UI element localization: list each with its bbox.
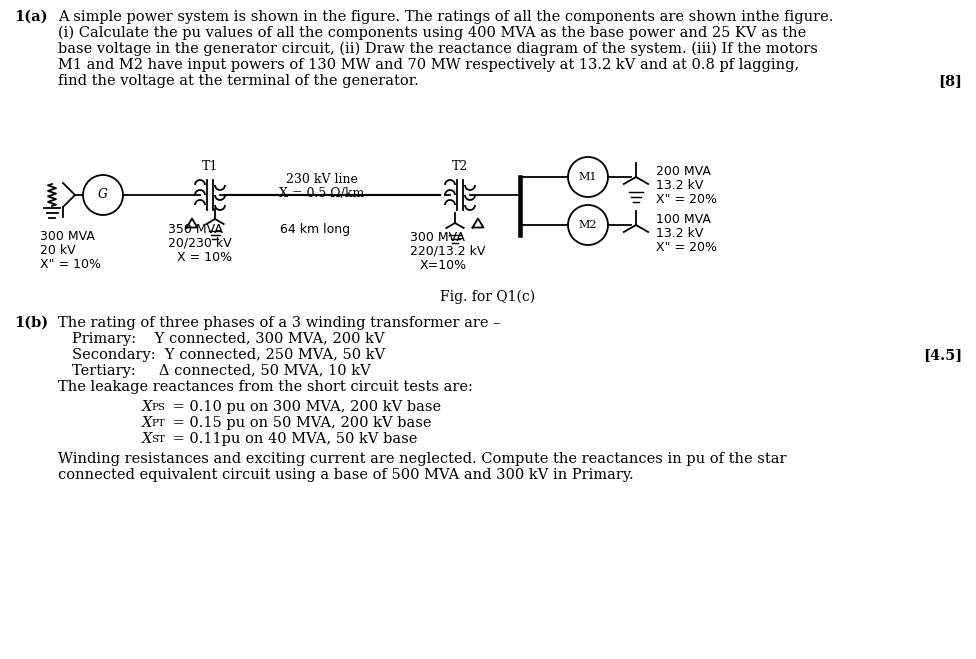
Text: 220/13.2 kV: 220/13.2 kV	[410, 245, 485, 258]
Text: G: G	[98, 188, 108, 202]
Text: = 0.15 pu on 50 MVA, 200 kV base: = 0.15 pu on 50 MVA, 200 kV base	[168, 416, 431, 430]
Text: X" = 20%: X" = 20%	[656, 193, 717, 206]
Text: [4.5]: [4.5]	[922, 348, 962, 362]
Text: Tertiary:     Δ connected, 50 MVA, 10 kV: Tertiary: Δ connected, 50 MVA, 10 kV	[72, 364, 371, 378]
Text: 64 km long: 64 km long	[280, 223, 350, 236]
Text: T1: T1	[202, 160, 219, 173]
Text: 20 kV: 20 kV	[40, 244, 75, 257]
Text: X" = 10%: X" = 10%	[40, 258, 101, 271]
Text: PT: PT	[151, 419, 165, 428]
Text: 1(b): 1(b)	[14, 316, 48, 330]
Text: base voltage in the generator circuit, (ii) Draw the reactance diagram of the sy: base voltage in the generator circuit, (…	[58, 42, 818, 57]
Text: 13.2 kV: 13.2 kV	[656, 179, 704, 192]
Text: X=10%: X=10%	[420, 259, 468, 272]
Text: [8]: [8]	[938, 74, 962, 88]
Text: Winding resistances and exciting current are neglected. Compute the reactances i: Winding resistances and exciting current…	[58, 452, 787, 466]
Text: 300 MVA: 300 MVA	[40, 230, 95, 243]
Text: X: X	[142, 400, 152, 414]
Text: The rating of three phases of a 3 winding transformer are –: The rating of three phases of a 3 windin…	[58, 316, 501, 330]
Text: (i) Calculate the pu values of all the components using 400 MVA as the base powe: (i) Calculate the pu values of all the c…	[58, 26, 806, 40]
Text: 13.2 kV: 13.2 kV	[656, 227, 704, 240]
Text: 230 kV line: 230 kV line	[286, 173, 358, 186]
Text: X" = 20%: X" = 20%	[656, 241, 717, 254]
Text: 100 MVA: 100 MVA	[656, 213, 711, 226]
Text: 20/230 kV: 20/230 kV	[168, 237, 231, 250]
Text: Primary:    Y connected, 300 MVA, 200 kV: Primary: Y connected, 300 MVA, 200 kV	[72, 332, 385, 346]
Text: X = 10%: X = 10%	[177, 251, 232, 264]
Text: = 0.10 pu on 300 MVA, 200 kV base: = 0.10 pu on 300 MVA, 200 kV base	[168, 400, 441, 414]
Text: connected equivalent circuit using a base of 500 MVA and 300 kV in Primary.: connected equivalent circuit using a bas…	[58, 468, 633, 482]
Text: X = 0.5 Ω/km: X = 0.5 Ω/km	[279, 187, 365, 200]
Text: Secondary:  Y connected, 250 MVA, 50 kV: Secondary: Y connected, 250 MVA, 50 kV	[72, 348, 386, 362]
Text: M1 and M2 have input powers of 130 MW and 70 MW respectively at 13.2 kV and at 0: M1 and M2 have input powers of 130 MW an…	[58, 58, 799, 72]
Text: M1: M1	[579, 172, 597, 182]
Text: X: X	[142, 432, 152, 446]
Text: T2: T2	[452, 160, 468, 173]
Text: 350 MVA: 350 MVA	[168, 223, 223, 236]
Text: 200 MVA: 200 MVA	[656, 165, 711, 178]
Text: The leakage reactances from the short circuit tests are:: The leakage reactances from the short ci…	[58, 380, 473, 394]
Text: Fig. for Q1(c): Fig. for Q1(c)	[440, 290, 536, 304]
Text: 1(a): 1(a)	[14, 10, 48, 24]
Text: 300 MVA: 300 MVA	[410, 231, 465, 244]
Text: A simple power system is shown in the figure. The ratings of all the components : A simple power system is shown in the fi…	[58, 10, 834, 24]
Text: find the voltage at the terminal of the generator.: find the voltage at the terminal of the …	[58, 74, 419, 88]
Text: ST: ST	[151, 435, 165, 444]
Text: M2: M2	[579, 220, 597, 230]
Text: = 0.11pu on 40 MVA, 50 kV base: = 0.11pu on 40 MVA, 50 kV base	[168, 432, 418, 446]
Text: X: X	[142, 416, 152, 430]
Text: PS: PS	[151, 403, 165, 412]
